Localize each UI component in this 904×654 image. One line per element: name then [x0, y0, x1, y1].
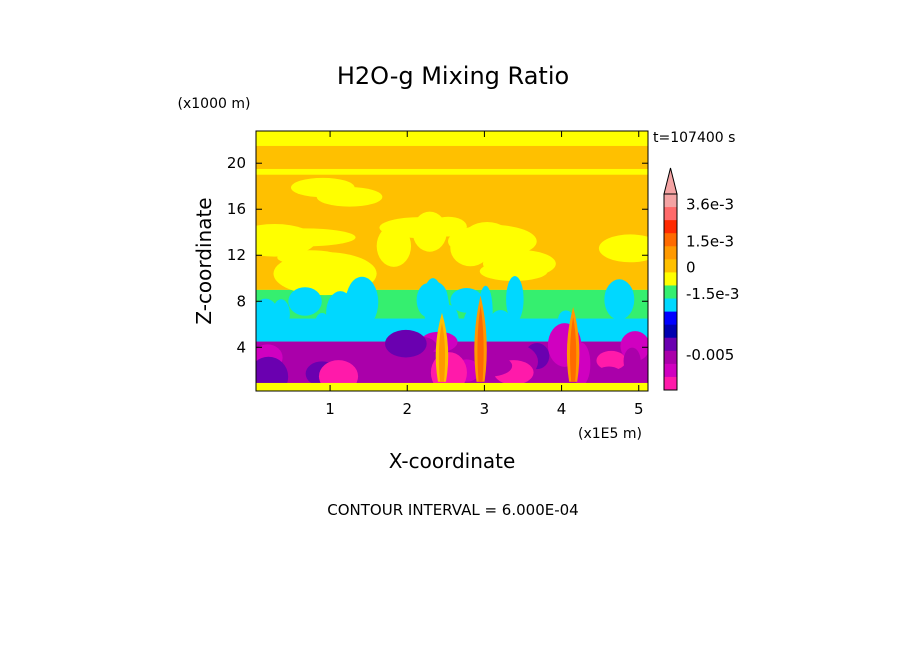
plume-core [477, 305, 484, 382]
x-tick-label: 2 [402, 400, 412, 418]
colorbar-swatch [664, 246, 677, 260]
y-axis: 4 8 12 16 20 [227, 154, 648, 356]
x-tick-label: 1 [325, 400, 335, 418]
field-patch [596, 350, 626, 371]
plot-area [256, 131, 648, 391]
colorbar-label: -1.5e-3 [686, 285, 739, 303]
field-patch [256, 223, 316, 257]
colorbar-swatch [664, 285, 677, 300]
contour-interval-label: CONTOUR INTERVAL = 6.000E-04 [327, 501, 578, 519]
colorbar-swatch [664, 272, 677, 286]
field-patch [288, 287, 322, 316]
colorbar-swatch [664, 363, 677, 378]
field-patch [385, 329, 427, 358]
x-unit-label: (x1E5 m) [578, 426, 642, 442]
colorbar-swatch [664, 194, 677, 208]
y-tick-label: 12 [227, 246, 246, 264]
field-patch [506, 275, 524, 323]
field-patch [489, 310, 512, 334]
y-tick-label: 20 [227, 154, 246, 172]
field-patch [604, 279, 635, 320]
x-tick-label: 4 [557, 400, 567, 418]
colorbar-swatch [664, 337, 677, 352]
field-patch [316, 187, 383, 207]
field-patch [623, 347, 641, 375]
colorbar-label: 1.5e-3 [686, 232, 734, 250]
surface-strip [256, 382, 648, 391]
colorbar-swatch [664, 259, 677, 273]
y-tick-label: 4 [236, 338, 246, 356]
plume-core [570, 317, 577, 382]
field-patch [448, 224, 537, 258]
colorbar-extend-arrow [663, 167, 678, 195]
field-patch [376, 225, 412, 267]
colorbar-swatch [664, 311, 677, 326]
field-patch [450, 288, 483, 313]
colorbar-label: 3.6e-3 [686, 196, 734, 214]
time-label: t=107400 s [653, 130, 735, 146]
colorbar-swatch [664, 298, 677, 313]
colorbar-swatch [664, 350, 677, 365]
y-axis-title: Z-coordinate [192, 197, 216, 324]
colorbar-swatch [664, 207, 677, 221]
field-layer [256, 145, 648, 169]
y-unit-label: (x1000 m) [178, 96, 251, 112]
colorbar-swatch [664, 324, 677, 339]
field-patch [256, 356, 289, 391]
y-tick-label: 16 [227, 200, 246, 218]
field-patch [422, 278, 444, 328]
plot-frame [255, 130, 649, 392]
plume-core [438, 322, 446, 382]
colorbar [663, 167, 678, 391]
x-tick-label: 3 [480, 400, 490, 418]
field-patch [326, 291, 355, 335]
y-tick-label: 8 [236, 292, 246, 310]
colorbar-label: 0 [686, 259, 696, 277]
x-tick-label: 5 [634, 400, 644, 418]
field-patch [315, 312, 330, 334]
colorbar-swatch [664, 376, 677, 391]
chart-title: H2O-g Mixing Ratio [337, 62, 569, 90]
colorbar-swatch [664, 233, 677, 247]
colorbar-label: -0.005 [686, 346, 734, 364]
x-axis: 1 2 3 4 5 [325, 131, 644, 418]
colorbar-labels: 3.6e-3 1.5e-3 0 -1.5e-3 -0.005 [686, 196, 739, 365]
x-axis-title: X-coordinate [389, 449, 516, 473]
field-patch [598, 234, 648, 263]
field-patch [354, 281, 367, 313]
colorbar-swatch [664, 220, 677, 234]
colorbar-frame [663, 193, 678, 391]
field-patch [272, 299, 290, 329]
